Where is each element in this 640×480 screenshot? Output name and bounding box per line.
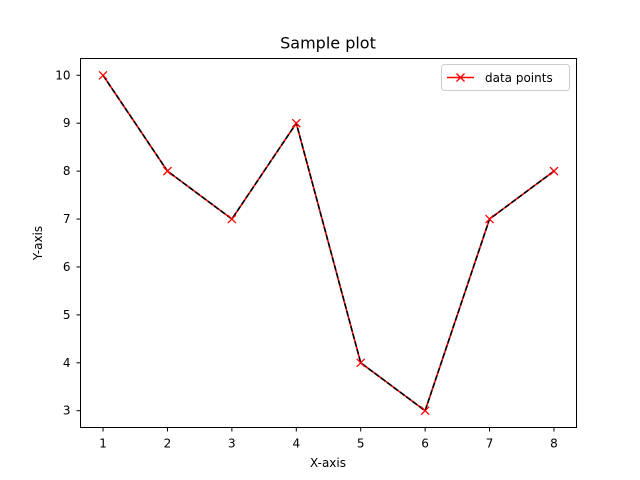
x-tick-label: 2 xyxy=(164,437,172,451)
x-tick-label: 1 xyxy=(99,437,107,451)
y-tick-label: 5 xyxy=(63,308,71,322)
overlay-layer xyxy=(102,74,555,412)
y-tick-label: 6 xyxy=(63,260,71,274)
y-tick-label: 10 xyxy=(55,68,70,82)
y-tick-label: 9 xyxy=(63,116,71,130)
x-tick-label: 3 xyxy=(228,437,236,451)
x-axis-label: X-axis xyxy=(310,456,346,470)
data-point-marker xyxy=(549,166,559,176)
legend-marker-icon xyxy=(456,73,465,82)
y-tick-label: 3 xyxy=(63,404,71,418)
data-point-marker xyxy=(163,166,172,176)
y-axis-label: Y-axis xyxy=(31,226,45,261)
y-tick-label: 4 xyxy=(63,356,71,370)
x-tick-label: 6 xyxy=(421,437,429,451)
data-point-marker xyxy=(227,214,237,224)
data-point-marker xyxy=(98,70,108,80)
data-point-marker xyxy=(485,214,494,224)
data-point-marker xyxy=(420,406,430,416)
x-tick-label: 7 xyxy=(486,437,494,451)
legend-series-label: data points xyxy=(485,71,553,85)
x-tick-label: 4 xyxy=(292,437,300,451)
x-axis-ticks: 1 2 3 4 5 6 7 8 xyxy=(99,427,558,451)
data-point-marker xyxy=(356,358,366,368)
overlay-dashed-line xyxy=(102,74,555,412)
data-point-marker xyxy=(291,118,301,128)
legend-box xyxy=(441,64,570,91)
legend: data points xyxy=(441,64,570,91)
x-tick-label: 8 xyxy=(550,437,558,451)
y-tick-label: 7 xyxy=(63,212,71,226)
marker-layer xyxy=(98,70,559,416)
chart-title: Sample plot xyxy=(280,34,376,53)
x-tick-label: 5 xyxy=(357,437,365,451)
y-axis-ticks: 3 4 5 6 7 8 9 10 xyxy=(55,68,81,418)
y-tick-label: 8 xyxy=(63,164,71,178)
plot-area-frame xyxy=(80,58,577,428)
